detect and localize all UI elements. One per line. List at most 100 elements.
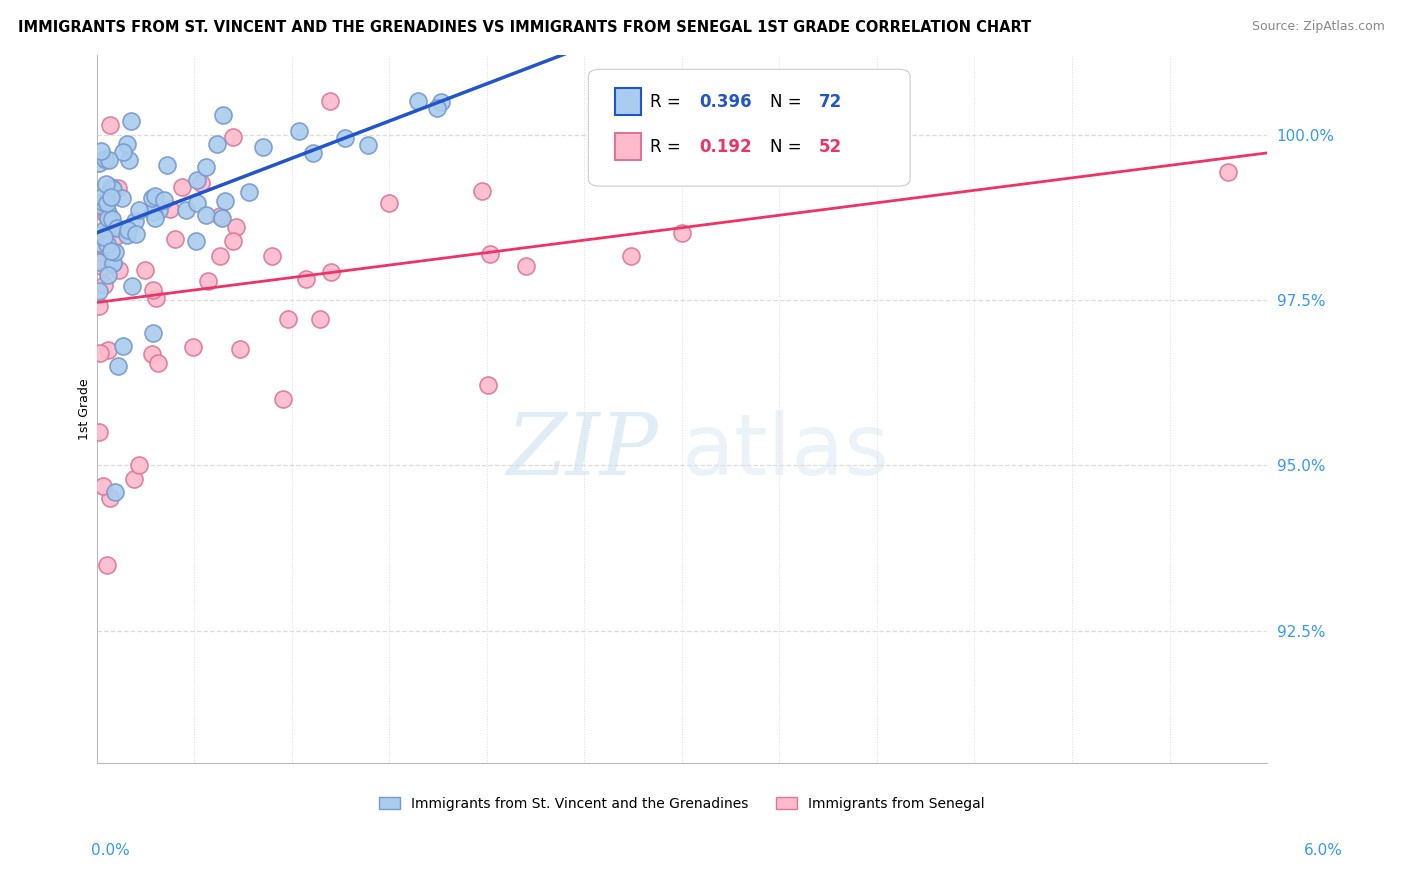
Point — [238, 186, 260, 200]
Point — [153, 193, 176, 207]
Point — [181, 340, 204, 354]
Point — [100, 180, 122, 194]
Point — [91, 199, 114, 213]
Point — [87, 156, 110, 170]
Point — [426, 101, 449, 115]
Point — [141, 191, 163, 205]
Point — [277, 312, 299, 326]
FancyBboxPatch shape — [616, 133, 641, 160]
Point — [97, 211, 120, 225]
Point — [319, 95, 342, 109]
Point — [125, 227, 148, 241]
Point — [90, 144, 112, 158]
Point — [211, 211, 233, 225]
Point — [87, 253, 110, 268]
Point — [91, 195, 114, 210]
Text: IMMIGRANTS FROM ST. VINCENT AND THE GRENADINES VS IMMIGRANTS FROM SENEGAL 1ST GR: IMMIGRANTS FROM ST. VINCENT AND THE GREN… — [18, 20, 1032, 35]
Text: N =: N = — [769, 138, 807, 156]
Point — [91, 190, 114, 204]
Point — [96, 237, 118, 252]
Point — [104, 484, 127, 499]
Point — [105, 221, 128, 235]
FancyBboxPatch shape — [616, 88, 641, 115]
Point — [118, 153, 141, 167]
Point — [302, 146, 325, 161]
Point — [142, 205, 165, 219]
Point — [96, 226, 118, 240]
Point — [357, 138, 380, 153]
Text: R =: R = — [651, 93, 686, 111]
Point — [477, 377, 499, 392]
Point — [98, 491, 121, 506]
Text: 6.0%: 6.0% — [1303, 843, 1343, 858]
Point — [222, 234, 245, 248]
Point — [430, 95, 453, 109]
Point — [89, 346, 111, 360]
Point — [141, 346, 163, 360]
Point — [128, 458, 150, 473]
Text: atlas: atlas — [682, 410, 890, 493]
Point — [103, 220, 125, 235]
Point — [104, 229, 127, 244]
Point — [98, 153, 121, 168]
Point — [205, 136, 228, 151]
Point — [620, 249, 643, 263]
Point — [112, 339, 135, 353]
FancyBboxPatch shape — [588, 70, 910, 186]
Text: 52: 52 — [818, 138, 842, 156]
Point — [100, 244, 122, 258]
Point — [145, 291, 167, 305]
Point — [101, 256, 124, 270]
Point — [101, 182, 124, 196]
Point — [96, 195, 118, 210]
Point — [96, 558, 118, 572]
Point — [100, 183, 122, 197]
Point — [262, 249, 284, 263]
Point — [190, 176, 212, 190]
Point — [222, 130, 245, 145]
Text: 0.0%: 0.0% — [91, 843, 131, 858]
Point — [117, 222, 139, 236]
Text: 0.192: 0.192 — [699, 138, 752, 156]
Point — [87, 227, 110, 242]
Legend: Immigrants from St. Vincent and the Grenadines, Immigrants from Senegal: Immigrants from St. Vincent and the Gren… — [374, 791, 990, 816]
Point — [142, 326, 165, 340]
Point — [287, 124, 309, 138]
Text: ZIP: ZIP — [506, 410, 658, 493]
Point — [378, 196, 401, 211]
Point — [87, 425, 110, 440]
Point — [252, 140, 274, 154]
Point — [107, 181, 129, 195]
Point — [319, 264, 342, 278]
Point — [308, 312, 330, 326]
Point — [228, 343, 250, 357]
Point — [108, 263, 131, 277]
Point — [295, 272, 318, 286]
Point — [93, 223, 115, 237]
Point — [186, 173, 208, 187]
Point — [214, 194, 236, 208]
Point — [208, 249, 231, 263]
Point — [101, 256, 124, 270]
Point — [96, 343, 118, 357]
Point — [94, 177, 117, 191]
Point — [156, 158, 179, 172]
Point — [163, 232, 186, 246]
Point — [97, 206, 120, 220]
Point — [197, 274, 219, 288]
Point — [101, 212, 124, 227]
Point — [195, 208, 218, 222]
Point — [478, 247, 501, 261]
Text: N =: N = — [769, 93, 807, 111]
Point — [212, 108, 235, 122]
Point — [515, 259, 537, 273]
Point — [87, 254, 110, 268]
Point — [408, 95, 430, 109]
Point — [225, 220, 247, 235]
Point — [91, 260, 114, 274]
Text: 0.396: 0.396 — [699, 93, 752, 111]
Point — [333, 130, 356, 145]
Point — [111, 145, 134, 160]
Point — [98, 213, 121, 227]
Point — [671, 226, 693, 240]
